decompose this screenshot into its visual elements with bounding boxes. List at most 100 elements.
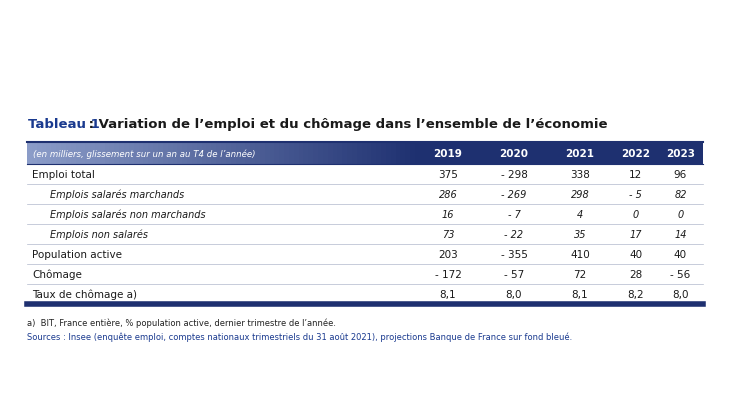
Bar [207, 143, 212, 164]
Bar [124, 143, 129, 164]
Text: 2020: 2020 [499, 148, 529, 159]
Bar [274, 143, 280, 164]
Bar [27, 164, 703, 184]
Bar [192, 143, 197, 164]
Bar [187, 143, 193, 164]
Bar [27, 225, 703, 245]
Bar [51, 143, 57, 164]
Text: 28: 28 [629, 270, 642, 279]
Bar [260, 143, 265, 164]
Bar [318, 143, 323, 164]
Text: 2019: 2019 [434, 148, 462, 159]
Text: 2021: 2021 [566, 148, 594, 159]
Text: Population active: Population active [32, 249, 122, 259]
Bar [182, 143, 188, 164]
Bar [250, 143, 255, 164]
Text: - 7: - 7 [507, 209, 520, 220]
Text: Emploi total: Emploi total [32, 170, 95, 180]
Text: 96: 96 [674, 170, 687, 180]
Bar [129, 143, 134, 164]
Text: 8,0: 8,0 [506, 289, 522, 299]
Bar [100, 143, 105, 164]
Text: Tableau 1: Tableau 1 [28, 118, 100, 131]
Bar [323, 143, 329, 164]
Bar [313, 143, 318, 164]
Text: 73: 73 [442, 229, 454, 239]
Bar [211, 143, 217, 164]
Text: Sources : Insee (enquête emploi, comptes nationaux trimestriels du 31 août 2021): Sources : Insee (enquête emploi, comptes… [27, 332, 572, 342]
Bar [153, 143, 158, 164]
Text: 14: 14 [675, 229, 687, 239]
Bar [163, 143, 168, 164]
Text: Emplois salarés marchands: Emplois salarés marchands [50, 189, 184, 200]
Bar [168, 143, 173, 164]
Text: 8,2: 8,2 [627, 289, 644, 299]
Bar [27, 284, 703, 304]
Bar [27, 245, 703, 264]
Bar [391, 143, 396, 164]
Text: 72: 72 [573, 270, 587, 279]
Bar [27, 204, 703, 225]
Bar [71, 143, 76, 164]
Text: 40: 40 [674, 249, 687, 259]
Text: 0: 0 [677, 209, 683, 220]
Text: - 56: - 56 [670, 270, 691, 279]
Text: 82: 82 [675, 189, 687, 200]
Text: Taux de chômage a): Taux de chômage a) [32, 289, 137, 299]
Bar [231, 143, 236, 164]
Bar [245, 143, 250, 164]
Bar [342, 143, 347, 164]
Text: Emplois non salarés: Emplois non salarés [50, 229, 148, 240]
Bar [304, 143, 309, 164]
Text: 8,1: 8,1 [572, 289, 588, 299]
Bar [347, 143, 353, 164]
Text: 338: 338 [570, 170, 590, 180]
Bar [27, 143, 32, 164]
Bar [66, 143, 71, 164]
Bar [134, 143, 139, 164]
Bar [226, 143, 231, 164]
Bar [158, 143, 164, 164]
Bar [337, 143, 343, 164]
Bar [376, 143, 382, 164]
Bar [56, 143, 61, 164]
Bar [289, 143, 294, 164]
Text: - 22: - 22 [504, 229, 523, 239]
Bar [95, 143, 100, 164]
Text: 286: 286 [439, 189, 458, 200]
Bar [265, 143, 270, 164]
Bar [236, 143, 241, 164]
Text: 0: 0 [632, 209, 639, 220]
Text: 298: 298 [571, 189, 589, 200]
Bar [396, 143, 401, 164]
Text: 203: 203 [438, 249, 458, 259]
Bar [366, 143, 372, 164]
Bar [80, 143, 85, 164]
Text: 375: 375 [438, 170, 458, 180]
Bar [104, 143, 110, 164]
Bar [143, 143, 149, 164]
Text: 2022: 2022 [621, 148, 650, 159]
Text: 410: 410 [570, 249, 590, 259]
Bar [115, 143, 120, 164]
Bar [27, 184, 703, 204]
Bar [172, 143, 178, 164]
Text: 17: 17 [629, 229, 642, 239]
Text: Chômage: Chômage [32, 269, 82, 280]
Bar [299, 143, 304, 164]
Text: 2023: 2023 [666, 148, 695, 159]
Text: - 57: - 57 [504, 270, 524, 279]
Bar [47, 143, 52, 164]
Bar [32, 143, 37, 164]
Bar [405, 143, 411, 164]
Bar [328, 143, 333, 164]
Bar [361, 143, 367, 164]
Bar [90, 143, 96, 164]
Bar [221, 143, 226, 164]
Text: 12: 12 [629, 170, 642, 180]
Text: 8,0: 8,0 [672, 289, 688, 299]
Bar [293, 143, 299, 164]
Bar [308, 143, 314, 164]
Bar [110, 143, 115, 164]
Text: : Variation de l’emploi et du chômage dans l’ensemble de l’économie: : Variation de l’emploi et du chômage da… [84, 118, 607, 131]
